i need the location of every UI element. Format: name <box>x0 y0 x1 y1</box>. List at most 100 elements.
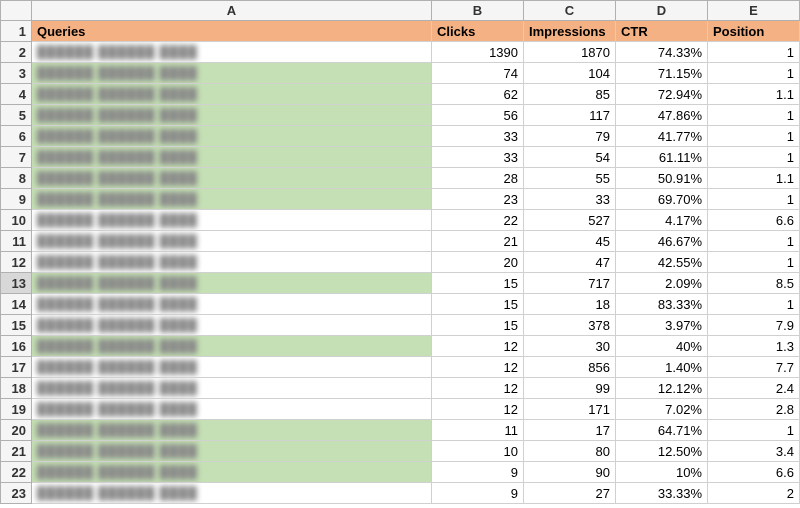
ctr-cell[interactable]: 42.55% <box>616 252 708 273</box>
col-header-C[interactable]: C <box>524 0 616 21</box>
query-cell[interactable]: ██████ ██████ ████ <box>32 357 432 378</box>
clicks-cell[interactable]: 15 <box>432 273 524 294</box>
ctr-cell[interactable]: 61.11% <box>616 147 708 168</box>
row-header-14[interactable]: 14 <box>0 294 32 315</box>
col-header-B[interactable]: B <box>432 0 524 21</box>
ctr-cell[interactable]: 46.67% <box>616 231 708 252</box>
clicks-cell[interactable]: 15 <box>432 294 524 315</box>
clicks-cell[interactable]: 62 <box>432 84 524 105</box>
clicks-cell[interactable]: 20 <box>432 252 524 273</box>
row-header-7[interactable]: 7 <box>0 147 32 168</box>
row-header-21[interactable]: 21 <box>0 441 32 462</box>
ctr-cell[interactable]: 12.12% <box>616 378 708 399</box>
query-cell[interactable]: ██████ ██████ ████ <box>32 294 432 315</box>
header-cell-A[interactable]: Queries <box>32 21 432 42</box>
impressions-cell[interactable]: 856 <box>524 357 616 378</box>
row-header-23[interactable]: 23 <box>0 483 32 504</box>
clicks-cell[interactable]: 28 <box>432 168 524 189</box>
row-header-2[interactable]: 2 <box>0 42 32 63</box>
position-cell[interactable]: 6.6 <box>708 462 800 483</box>
impressions-cell[interactable]: 117 <box>524 105 616 126</box>
clicks-cell[interactable]: 74 <box>432 63 524 84</box>
impressions-cell[interactable]: 79 <box>524 126 616 147</box>
query-cell[interactable]: ██████ ██████ ████ <box>32 126 432 147</box>
clicks-cell[interactable]: 11 <box>432 420 524 441</box>
row-header-6[interactable]: 6 <box>0 126 32 147</box>
position-cell[interactable]: 1.1 <box>708 84 800 105</box>
ctr-cell[interactable]: 3.97% <box>616 315 708 336</box>
row-header-22[interactable]: 22 <box>0 462 32 483</box>
position-cell[interactable]: 2 <box>708 483 800 504</box>
impressions-cell[interactable]: 99 <box>524 378 616 399</box>
row-header-1[interactable]: 1 <box>0 21 32 42</box>
ctr-cell[interactable]: 7.02% <box>616 399 708 420</box>
clicks-cell[interactable]: 21 <box>432 231 524 252</box>
col-header-A[interactable]: A <box>32 0 432 21</box>
position-cell[interactable]: 2.8 <box>708 399 800 420</box>
row-header-12[interactable]: 12 <box>0 252 32 273</box>
ctr-cell[interactable]: 74.33% <box>616 42 708 63</box>
clicks-cell[interactable]: 12 <box>432 378 524 399</box>
ctr-cell[interactable]: 71.15% <box>616 63 708 84</box>
impressions-cell[interactable]: 527 <box>524 210 616 231</box>
clicks-cell[interactable]: 12 <box>432 399 524 420</box>
clicks-cell[interactable]: 10 <box>432 441 524 462</box>
position-cell[interactable]: 6.6 <box>708 210 800 231</box>
clicks-cell[interactable]: 56 <box>432 105 524 126</box>
position-cell[interactable]: 1 <box>708 105 800 126</box>
clicks-cell[interactable]: 9 <box>432 483 524 504</box>
position-cell[interactable]: 3.4 <box>708 441 800 462</box>
position-cell[interactable]: 1 <box>708 252 800 273</box>
position-cell[interactable]: 1 <box>708 420 800 441</box>
query-cell[interactable]: ██████ ██████ ████ <box>32 399 432 420</box>
row-header-15[interactable]: 15 <box>0 315 32 336</box>
impressions-cell[interactable]: 18 <box>524 294 616 315</box>
clicks-cell[interactable]: 12 <box>432 357 524 378</box>
position-cell[interactable]: 1 <box>708 126 800 147</box>
query-cell[interactable]: ██████ ██████ ████ <box>32 84 432 105</box>
ctr-cell[interactable]: 33.33% <box>616 483 708 504</box>
impressions-cell[interactable]: 27 <box>524 483 616 504</box>
header-cell-B[interactable]: Clicks <box>432 21 524 42</box>
header-cell-D[interactable]: CTR <box>616 21 708 42</box>
impressions-cell[interactable]: 54 <box>524 147 616 168</box>
impressions-cell[interactable]: 717 <box>524 273 616 294</box>
impressions-cell[interactable]: 1870 <box>524 42 616 63</box>
row-header-8[interactable]: 8 <box>0 168 32 189</box>
ctr-cell[interactable]: 83.33% <box>616 294 708 315</box>
clicks-cell[interactable]: 33 <box>432 147 524 168</box>
col-header-D[interactable]: D <box>616 0 708 21</box>
query-cell[interactable]: ██████ ██████ ████ <box>32 252 432 273</box>
row-header-11[interactable]: 11 <box>0 231 32 252</box>
position-cell[interactable]: 1.3 <box>708 336 800 357</box>
query-cell[interactable]: ██████ ██████ ████ <box>32 168 432 189</box>
query-cell[interactable]: ██████ ██████ ████ <box>32 105 432 126</box>
clicks-cell[interactable]: 1390 <box>432 42 524 63</box>
ctr-cell[interactable]: 40% <box>616 336 708 357</box>
query-cell[interactable]: ██████ ██████ ████ <box>32 378 432 399</box>
spreadsheet-grid[interactable]: ABCDE1QueriesClicksImpressionsCTRPositio… <box>0 0 800 504</box>
query-cell[interactable]: ██████ ██████ ████ <box>32 273 432 294</box>
query-cell[interactable]: ██████ ██████ ████ <box>32 462 432 483</box>
ctr-cell[interactable]: 10% <box>616 462 708 483</box>
ctr-cell[interactable]: 12.50% <box>616 441 708 462</box>
query-cell[interactable]: ██████ ██████ ████ <box>32 483 432 504</box>
query-cell[interactable]: ██████ ██████ ████ <box>32 336 432 357</box>
ctr-cell[interactable]: 64.71% <box>616 420 708 441</box>
header-cell-E[interactable]: Position <box>708 21 800 42</box>
ctr-cell[interactable]: 47.86% <box>616 105 708 126</box>
impressions-cell[interactable]: 80 <box>524 441 616 462</box>
select-all-corner[interactable] <box>0 0 32 21</box>
clicks-cell[interactable]: 9 <box>432 462 524 483</box>
clicks-cell[interactable]: 12 <box>432 336 524 357</box>
query-cell[interactable]: ██████ ██████ ████ <box>32 147 432 168</box>
row-header-5[interactable]: 5 <box>0 105 32 126</box>
position-cell[interactable]: 1 <box>708 42 800 63</box>
row-header-4[interactable]: 4 <box>0 84 32 105</box>
row-header-3[interactable]: 3 <box>0 63 32 84</box>
row-header-9[interactable]: 9 <box>0 189 32 210</box>
row-header-13[interactable]: 13 <box>0 273 32 294</box>
ctr-cell[interactable]: 4.17% <box>616 210 708 231</box>
ctr-cell[interactable]: 69.70% <box>616 189 708 210</box>
impressions-cell[interactable]: 17 <box>524 420 616 441</box>
